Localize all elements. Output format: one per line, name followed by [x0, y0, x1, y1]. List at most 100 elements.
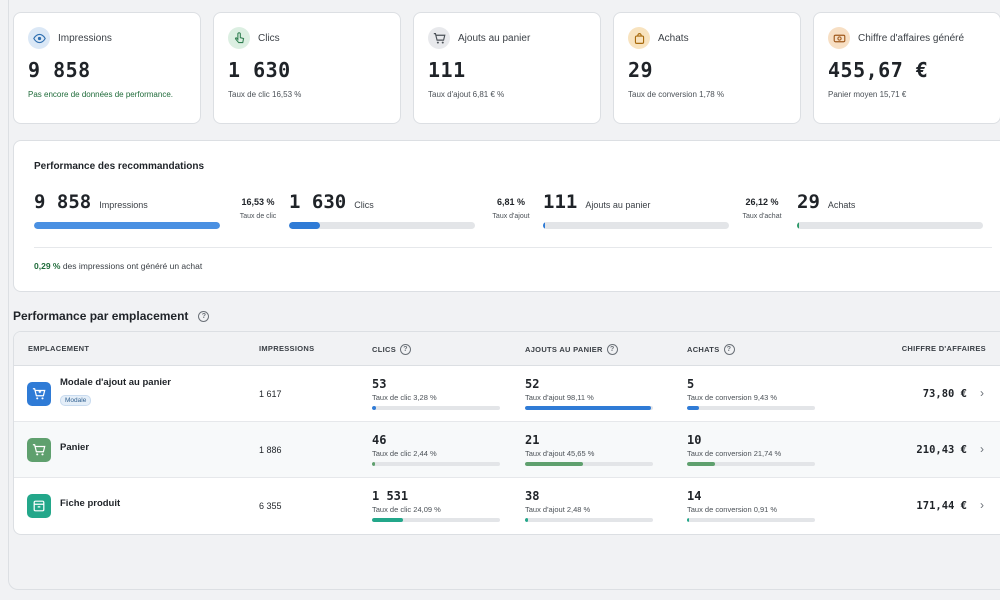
purchases-bar — [687, 406, 815, 410]
adds-value: 52 — [525, 377, 540, 391]
clicks-cell: 53 Taux de clic 3,28 % — [372, 377, 500, 410]
rate-value: 26,12 % — [745, 197, 779, 207]
funnel-label: Achats — [827, 200, 856, 210]
placements-table: EMPLACEMENT IMPRESSIONS CLICS? AJOUTS AU… — [13, 331, 1000, 535]
kpi-value: 9 858 — [28, 58, 91, 82]
funnel-label: Clics — [354, 200, 374, 210]
page-frame — [8, 0, 1000, 590]
impressions-value: 1 886 — [259, 445, 282, 455]
cart-add-icon — [27, 382, 51, 406]
table-row[interactable]: Fiche produit 6 355 1 531 Taux de clic 24,0… — [14, 478, 1000, 534]
purchases-bar-fill — [687, 406, 700, 410]
recommendations-performance-panel: Performance des recommandations 9 858 Im… — [13, 140, 1000, 292]
click-icon — [228, 27, 250, 49]
rate-label: Taux de clic — [239, 213, 277, 220]
purchases-bar — [687, 518, 815, 522]
rate-value: 16,53 % — [241, 197, 275, 207]
adds-bar-fill — [525, 518, 529, 522]
chevron-right-icon[interactable]: › — [980, 386, 984, 400]
summary-text: des impressions ont généré un achat — [60, 261, 203, 271]
funnel-step-impressions: 9 858 Impressions — [34, 191, 220, 229]
funnel-value: 1 630 — [289, 191, 347, 213]
chevron-right-icon[interactable]: › — [980, 442, 984, 456]
funnel-bar — [797, 222, 983, 229]
purchases-bar-fill — [687, 462, 715, 466]
table-row[interactable]: Panier 1 886 46 Taux de clic 2,44 % 21 Taux d… — [14, 422, 1000, 478]
table-row[interactable]: Modale d'ajout au panier Modale 1 617 53 Tau… — [14, 366, 1000, 422]
adds-bar — [525, 406, 653, 410]
rate-add: 6,81 % Taux d'ajout — [481, 197, 541, 220]
placement-name: Fiche produit — [60, 498, 121, 509]
rate-label: Taux d'achat — [742, 213, 782, 220]
funnel-bar — [289, 222, 475, 229]
clicks-cell: 1 531 Taux de clic 24,09 % — [372, 489, 500, 522]
adds-value: 21 — [525, 433, 540, 447]
section-title-text: Performance par emplacement — [13, 309, 189, 323]
adds-cell: 21 Taux d'ajout 45,65 % — [525, 433, 653, 466]
clicks-rate: Taux de clic 3,28 % — [372, 393, 437, 402]
help-icon[interactable]: ? — [606, 344, 618, 355]
column-header-placement: EMPLACEMENT — [28, 344, 90, 353]
clicks-bar-fill — [372, 518, 403, 522]
cart-icon — [27, 438, 51, 462]
funnel-bar-fill — [797, 222, 800, 229]
purchases-cell: 10 Taux de conversion 21,74 % — [687, 433, 815, 466]
adds-rate: Taux d'ajout 45,65 % — [525, 449, 595, 458]
adds-cell: 52 Taux d'ajout 98,11 % — [525, 377, 653, 410]
kpi-value: 455,67 € — [828, 58, 929, 82]
clicks-cell: 46 Taux de clic 2,44 % — [372, 433, 500, 466]
kpi-subtext: Pas encore de données de performance. — [28, 90, 173, 99]
kpi-subtext: Taux de conversion 1,78 % — [628, 90, 725, 99]
purchases-cell: 5 Taux de conversion 9,43 % — [687, 377, 815, 410]
bag-icon — [628, 27, 650, 49]
cart-icon — [428, 27, 450, 49]
help-icon[interactable]: ? — [400, 344, 411, 355]
purchases-rate: Taux de conversion 9,43 % — [687, 393, 778, 402]
divider — [34, 247, 992, 248]
product-box-icon — [27, 494, 51, 518]
money-icon — [828, 27, 850, 49]
adds-cell: 38 Taux d'ajout 2,48 % — [525, 489, 653, 522]
column-header-adds: AJOUTS AU PANIER? — [525, 344, 618, 355]
purchases-rate: Taux de conversion 0,91 % — [687, 505, 778, 514]
kpi-subtext: Taux d'ajout 6,81 € % — [428, 90, 505, 99]
purchases-value: 14 — [687, 489, 702, 503]
kpi-label: Chiffre d'affaires généré — [858, 32, 965, 44]
revenue-value: 210,43 € — [916, 444, 967, 456]
purchases-bar-fill — [687, 518, 689, 522]
help-icon[interactable]: ? — [198, 310, 210, 322]
column-header-purchases: ACHATS? — [687, 344, 735, 355]
revenue-value: 171,44 € — [916, 500, 967, 512]
funnel-bar — [543, 222, 729, 229]
rate-click: 16,53 % Taux de clic — [228, 197, 288, 220]
kpi-card-revenue: Chiffre d'affaires généré 455,67 € Panie… — [813, 12, 1000, 124]
placement-badge: Modale — [60, 395, 92, 406]
column-header-revenue: CHIFFRE D'AFFAIRES — [901, 344, 986, 353]
funnel-bar-fill — [289, 222, 320, 229]
help-icon[interactable]: ? — [723, 344, 735, 355]
adds-rate: Taux d'ajout 98,11 % — [525, 393, 594, 402]
kpi-label: Achats — [658, 32, 689, 44]
kpi-label: Clics — [258, 32, 280, 44]
adds-rate: Taux d'ajout 2,48 % — [525, 505, 591, 514]
funnel-value: 111 — [543, 191, 578, 213]
rate-label: Taux d'ajout — [492, 213, 530, 220]
adds-bar-fill — [525, 406, 651, 410]
rate-purchase: 26,12 % Taux d'achat — [732, 197, 792, 220]
funnel-bar-fill — [34, 222, 220, 229]
funnel-step-purchases: 29 Achats — [797, 191, 983, 229]
kpi-card-add-to-cart: Ajouts au panier 111 Taux d'ajout 6,81 €… — [413, 12, 601, 124]
adds-bar-fill — [525, 462, 584, 466]
clicks-rate: Taux de clic 24,09 % — [372, 505, 441, 514]
kpi-value: 29 — [628, 58, 654, 82]
clicks-bar — [372, 462, 500, 466]
column-header-impressions: IMPRESSIONS — [259, 344, 315, 353]
funnel-bar — [34, 222, 220, 229]
purchases-rate: Taux de conversion 21,74 % — [687, 449, 782, 458]
clicks-bar — [372, 518, 500, 522]
funnel-step-add-to-cart: 111 Ajouts au panier — [543, 191, 729, 229]
funnel-label: Impressions — [99, 200, 148, 210]
chevron-right-icon[interactable]: › — [980, 498, 984, 512]
impressions-value: 1 617 — [259, 389, 282, 399]
placement-name: Modale d'ajout au panier — [60, 377, 171, 388]
